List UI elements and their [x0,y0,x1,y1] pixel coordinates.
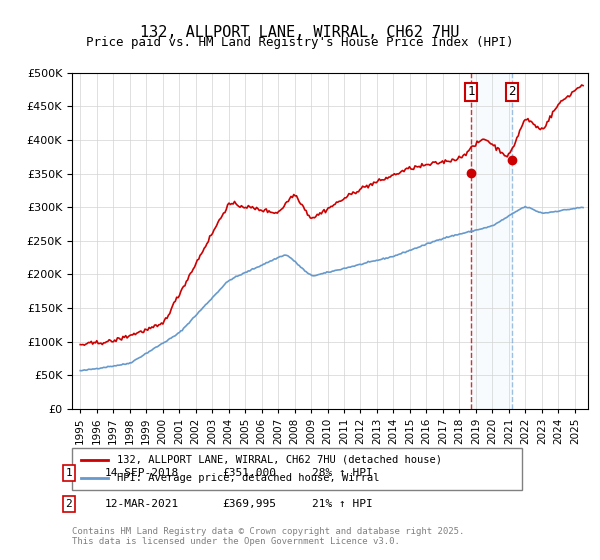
FancyBboxPatch shape [72,448,522,490]
Text: HPI: Average price, detached house, Wirral: HPI: Average price, detached house, Wirr… [117,473,380,483]
Text: 132, ALLPORT LANE, WIRRAL, CH62 7HU (detached house): 132, ALLPORT LANE, WIRRAL, CH62 7HU (det… [117,455,442,465]
Text: 132, ALLPORT LANE, WIRRAL, CH62 7HU: 132, ALLPORT LANE, WIRRAL, CH62 7HU [140,25,460,40]
Bar [471,73,512,409]
Text: 2: 2 [508,85,516,98]
Text: 21% ↑ HPI: 21% ↑ HPI [312,499,373,509]
Text: 28% ↑ HPI: 28% ↑ HPI [312,468,373,478]
Text: 12-MAR-2021: 12-MAR-2021 [105,499,179,509]
Text: 1: 1 [467,85,475,98]
Text: Contains HM Land Registry data © Crown copyright and database right 2025.
This d: Contains HM Land Registry data © Crown c… [72,526,464,546]
Text: 1: 1 [65,468,73,478]
Text: £351,000: £351,000 [222,468,276,478]
Text: 2: 2 [65,499,73,509]
Text: 14-SEP-2018: 14-SEP-2018 [105,468,179,478]
Text: £369,995: £369,995 [222,499,276,509]
Text: Price paid vs. HM Land Registry's House Price Index (HPI): Price paid vs. HM Land Registry's House … [86,36,514,49]
